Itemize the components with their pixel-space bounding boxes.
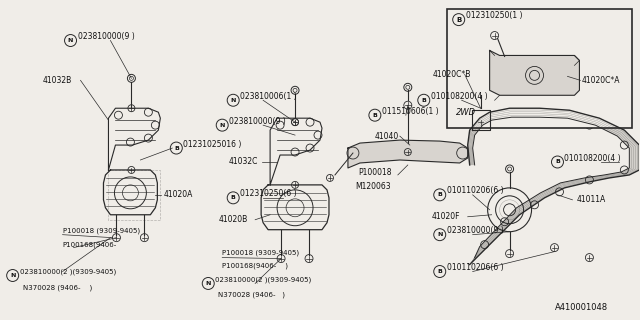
Text: 010108200(4 ): 010108200(4 ): [564, 154, 621, 163]
Text: 011510606(1 ): 011510606(1 ): [382, 107, 438, 116]
Polygon shape: [468, 108, 639, 265]
Text: 023810006(1 ): 023810006(1 ): [240, 92, 297, 101]
Text: B: B: [372, 113, 378, 118]
Text: 41040: 41040: [375, 132, 399, 140]
Polygon shape: [348, 140, 468, 168]
Text: N370028 (9406-   ): N370028 (9406- ): [218, 292, 285, 298]
Text: 023810000(9 ): 023810000(9 ): [77, 32, 134, 41]
Text: N: N: [230, 98, 236, 103]
Text: 41020C*A: 41020C*A: [581, 76, 620, 85]
Text: 41011A: 41011A: [577, 195, 605, 204]
Text: P100018 (9309-9405): P100018 (9309-9405): [222, 250, 300, 256]
Text: P100018: P100018: [358, 168, 392, 177]
Text: 012310250(6 ): 012310250(6 ): [240, 189, 297, 198]
Polygon shape: [490, 51, 579, 95]
Text: 41020B: 41020B: [218, 215, 248, 224]
Text: 41032C: 41032C: [228, 157, 257, 166]
Text: A410001048: A410001048: [554, 303, 607, 312]
Text: N: N: [437, 232, 442, 237]
Text: B: B: [437, 269, 442, 274]
Text: 2WD: 2WD: [456, 108, 476, 117]
Text: 41020C*B: 41020C*B: [433, 70, 471, 79]
Text: B: B: [437, 192, 442, 197]
Text: 41020A: 41020A: [163, 190, 193, 199]
Text: B: B: [456, 17, 461, 23]
Text: 023810000(9 ): 023810000(9 ): [229, 117, 286, 126]
Text: P100168(9406-    ): P100168(9406- ): [222, 262, 288, 269]
Text: B: B: [555, 159, 560, 164]
Text: B: B: [231, 195, 236, 200]
Text: N370028 (9406-    ): N370028 (9406- ): [22, 284, 92, 291]
Text: N: N: [68, 38, 73, 43]
Text: B: B: [421, 98, 426, 103]
Text: 41020F: 41020F: [432, 212, 460, 221]
Text: 023810000(2 )(9309-9405): 023810000(2 )(9309-9405): [20, 268, 116, 275]
Text: 023810000(2 )(9309-9405): 023810000(2 )(9309-9405): [215, 276, 312, 283]
Text: 010110206(6 ): 010110206(6 ): [447, 263, 503, 272]
Text: 023810000(9 ): 023810000(9 ): [447, 226, 504, 235]
Text: M120063: M120063: [355, 182, 390, 191]
Text: N: N: [220, 123, 225, 128]
Text: 010108200(4 ): 010108200(4 ): [431, 92, 488, 101]
Bar: [447, 9, 632, 128]
Text: 012310250(1 ): 012310250(1 ): [466, 11, 522, 20]
Text: 010110206(6 ): 010110206(6 ): [447, 186, 503, 196]
Text: 01231025016 ): 01231025016 ): [183, 140, 242, 148]
Text: N: N: [205, 281, 211, 286]
Text: 41032B: 41032B: [43, 76, 72, 85]
Text: N: N: [10, 273, 15, 278]
Text: P100168(9406-: P100168(9406-: [63, 242, 117, 248]
Text: B: B: [174, 146, 179, 150]
Text: P100018 (9309-9405): P100018 (9309-9405): [63, 228, 140, 234]
